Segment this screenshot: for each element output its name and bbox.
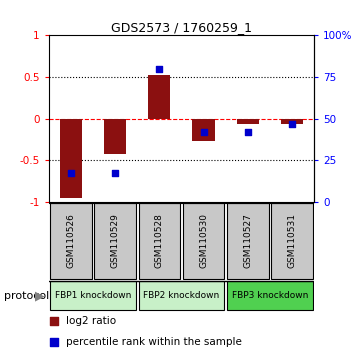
Bar xyxy=(148,75,170,119)
Bar xyxy=(183,202,224,279)
Bar xyxy=(94,202,136,279)
Text: protocol: protocol xyxy=(4,291,49,301)
Title: GDS2573 / 1760259_1: GDS2573 / 1760259_1 xyxy=(111,21,252,34)
Point xyxy=(245,129,251,135)
Bar xyxy=(50,281,136,310)
Text: ▶: ▶ xyxy=(35,289,44,302)
Text: percentile rank within the sample: percentile rank within the sample xyxy=(66,337,242,347)
Bar xyxy=(237,119,259,124)
Bar xyxy=(192,119,214,141)
Point xyxy=(112,171,118,176)
Bar xyxy=(281,119,303,124)
Text: GSM110530: GSM110530 xyxy=(199,213,208,268)
Text: FBP2 knockdown: FBP2 knockdown xyxy=(143,291,219,300)
Text: GSM110526: GSM110526 xyxy=(66,213,75,268)
Bar xyxy=(104,119,126,154)
Text: GSM110528: GSM110528 xyxy=(155,213,164,268)
Bar xyxy=(139,281,224,310)
Bar xyxy=(227,202,269,279)
Bar xyxy=(139,202,180,279)
Point xyxy=(201,129,206,135)
Bar xyxy=(271,202,313,279)
Bar xyxy=(60,119,82,198)
Point xyxy=(51,339,57,345)
Text: GSM110531: GSM110531 xyxy=(287,213,296,268)
Text: log2 ratio: log2 ratio xyxy=(66,316,116,326)
Point xyxy=(289,121,295,126)
Point xyxy=(68,171,74,176)
Text: FBP3 knockdown: FBP3 knockdown xyxy=(232,291,308,300)
Text: GSM110529: GSM110529 xyxy=(110,213,119,268)
Point xyxy=(156,66,162,72)
Bar xyxy=(227,281,313,310)
Point xyxy=(51,319,57,324)
Text: FBP1 knockdown: FBP1 knockdown xyxy=(55,291,131,300)
Bar xyxy=(50,202,92,279)
Text: GSM110527: GSM110527 xyxy=(243,213,252,268)
